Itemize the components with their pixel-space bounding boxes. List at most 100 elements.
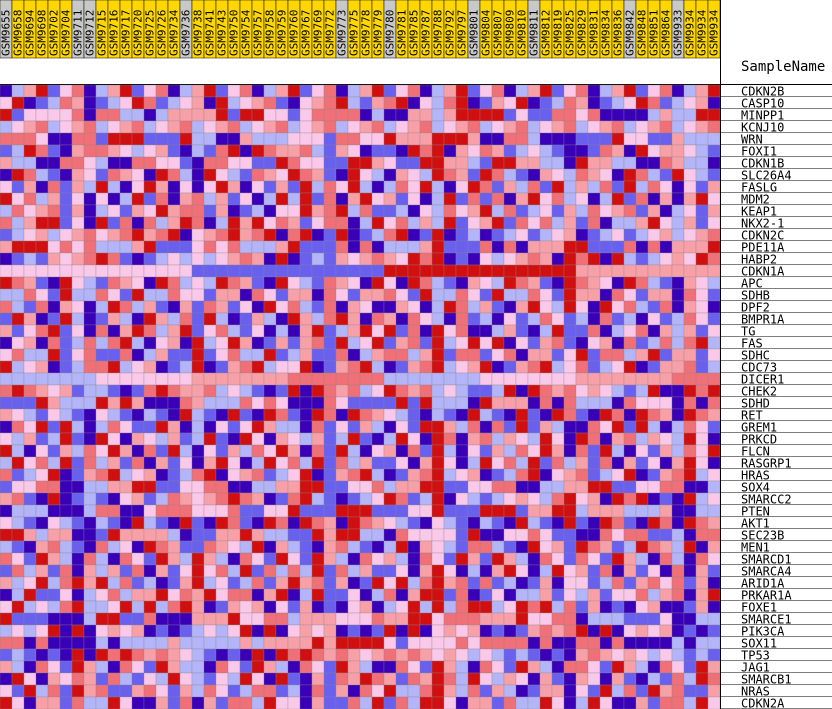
heatmap-cell bbox=[551, 168, 565, 182]
heatmap-cell bbox=[143, 564, 157, 578]
heatmap-cell bbox=[335, 360, 349, 374]
heatmap-cell bbox=[35, 384, 49, 398]
heatmap-cell bbox=[11, 696, 25, 709]
heatmap-cell bbox=[71, 468, 85, 482]
heatmap-cell bbox=[23, 240, 37, 254]
heatmap-cell bbox=[539, 156, 553, 170]
heatmap-cell bbox=[587, 600, 601, 614]
heatmap-cell bbox=[587, 336, 601, 350]
heatmap-cell bbox=[59, 156, 73, 170]
heatmap-cell bbox=[479, 456, 493, 470]
heatmap-cell bbox=[179, 156, 193, 170]
heatmap-cell bbox=[539, 228, 553, 242]
heatmap-cell bbox=[407, 420, 421, 434]
heatmap-cell bbox=[47, 612, 61, 626]
heatmap-cell bbox=[419, 456, 433, 470]
heatmap-cell bbox=[155, 684, 169, 698]
heatmap-cell bbox=[635, 384, 649, 398]
heatmap-cell bbox=[431, 420, 445, 434]
heatmap-cell bbox=[395, 672, 409, 686]
heatmap-cell bbox=[371, 516, 385, 530]
heatmap-cell bbox=[191, 252, 205, 266]
heatmap-cell bbox=[0, 240, 13, 254]
heatmap-cell bbox=[359, 636, 373, 650]
heatmap-cell bbox=[359, 612, 373, 626]
heatmap-cell bbox=[0, 408, 13, 422]
heatmap-cell bbox=[311, 504, 325, 518]
heatmap-cell bbox=[203, 312, 217, 326]
heatmap-cell bbox=[215, 276, 229, 290]
heatmap-cell bbox=[0, 156, 13, 170]
heatmap-cell bbox=[527, 624, 541, 638]
heatmap-cell bbox=[515, 312, 529, 326]
heatmap-cell bbox=[179, 672, 193, 686]
heatmap-cell bbox=[503, 144, 517, 158]
heatmap-cell bbox=[671, 576, 685, 590]
heatmap-cell bbox=[587, 384, 601, 398]
heatmap-cell bbox=[35, 168, 49, 182]
heatmap-cell bbox=[95, 348, 109, 362]
heatmap-cell bbox=[515, 408, 529, 422]
heatmap-cell bbox=[107, 336, 121, 350]
heatmap-cell bbox=[407, 180, 421, 194]
heatmap-cell bbox=[407, 648, 421, 662]
heatmap-cell bbox=[275, 312, 289, 326]
heatmap-cell bbox=[527, 564, 541, 578]
heatmap-cell bbox=[119, 576, 133, 590]
heatmap-cell bbox=[587, 204, 601, 218]
heatmap-cell bbox=[479, 540, 493, 554]
heatmap-cell bbox=[191, 504, 205, 518]
heatmap-cell bbox=[107, 312, 121, 326]
heatmap-cell bbox=[611, 312, 625, 326]
heatmap-cell bbox=[479, 348, 493, 362]
heatmap-cell bbox=[215, 612, 229, 626]
heatmap-cell bbox=[263, 264, 277, 278]
heatmap-cell bbox=[527, 276, 541, 290]
heatmap-cell bbox=[671, 156, 685, 170]
heatmap-cell bbox=[671, 564, 685, 578]
heatmap-cell bbox=[287, 372, 301, 386]
heatmap-cell bbox=[83, 468, 97, 482]
heatmap-cell bbox=[179, 648, 193, 662]
heatmap-cell bbox=[299, 300, 313, 314]
heatmap-cell bbox=[323, 600, 337, 614]
heatmap-cell bbox=[0, 204, 13, 218]
heatmap-cell bbox=[119, 408, 133, 422]
heatmap-cell bbox=[671, 612, 685, 626]
heatmap-cell bbox=[683, 408, 697, 422]
heatmap-cell bbox=[311, 228, 325, 242]
heatmap-cell bbox=[167, 636, 181, 650]
heatmap-cell bbox=[479, 336, 493, 350]
heatmap-cell bbox=[155, 288, 169, 302]
heatmap-cell bbox=[239, 600, 253, 614]
gene-label: SMARCB1 bbox=[741, 673, 792, 687]
heatmap-cell bbox=[623, 252, 637, 266]
heatmap-cell bbox=[371, 600, 385, 614]
heatmap-cell bbox=[491, 612, 505, 626]
heatmap-cell bbox=[275, 540, 289, 554]
gene-label: NKX2-1 bbox=[741, 217, 784, 231]
heatmap-cell bbox=[395, 300, 409, 314]
heatmap-cell bbox=[671, 552, 685, 566]
heatmap-cell bbox=[647, 600, 661, 614]
heatmap-cell bbox=[683, 108, 697, 122]
heatmap-cell bbox=[287, 672, 301, 686]
heatmap-cell bbox=[287, 660, 301, 674]
heatmap-cell bbox=[95, 648, 109, 662]
heatmap-cell bbox=[359, 348, 373, 362]
heatmap-cell bbox=[131, 684, 145, 698]
gene-label: CDKN2A bbox=[741, 697, 785, 709]
heatmap-cell bbox=[95, 384, 109, 398]
heatmap-cell bbox=[23, 684, 37, 698]
heatmap-cell bbox=[443, 636, 457, 650]
heatmap-cell bbox=[599, 252, 613, 266]
heatmap-cell bbox=[647, 312, 661, 326]
heatmap-cell bbox=[419, 192, 433, 206]
heatmap-cell bbox=[335, 504, 349, 518]
heatmap-cell bbox=[515, 384, 529, 398]
heatmap-cell bbox=[479, 492, 493, 506]
heatmap-cell bbox=[563, 276, 577, 290]
heatmap-cell bbox=[287, 528, 301, 542]
heatmap-cell bbox=[23, 336, 37, 350]
heatmap-cell bbox=[311, 660, 325, 674]
